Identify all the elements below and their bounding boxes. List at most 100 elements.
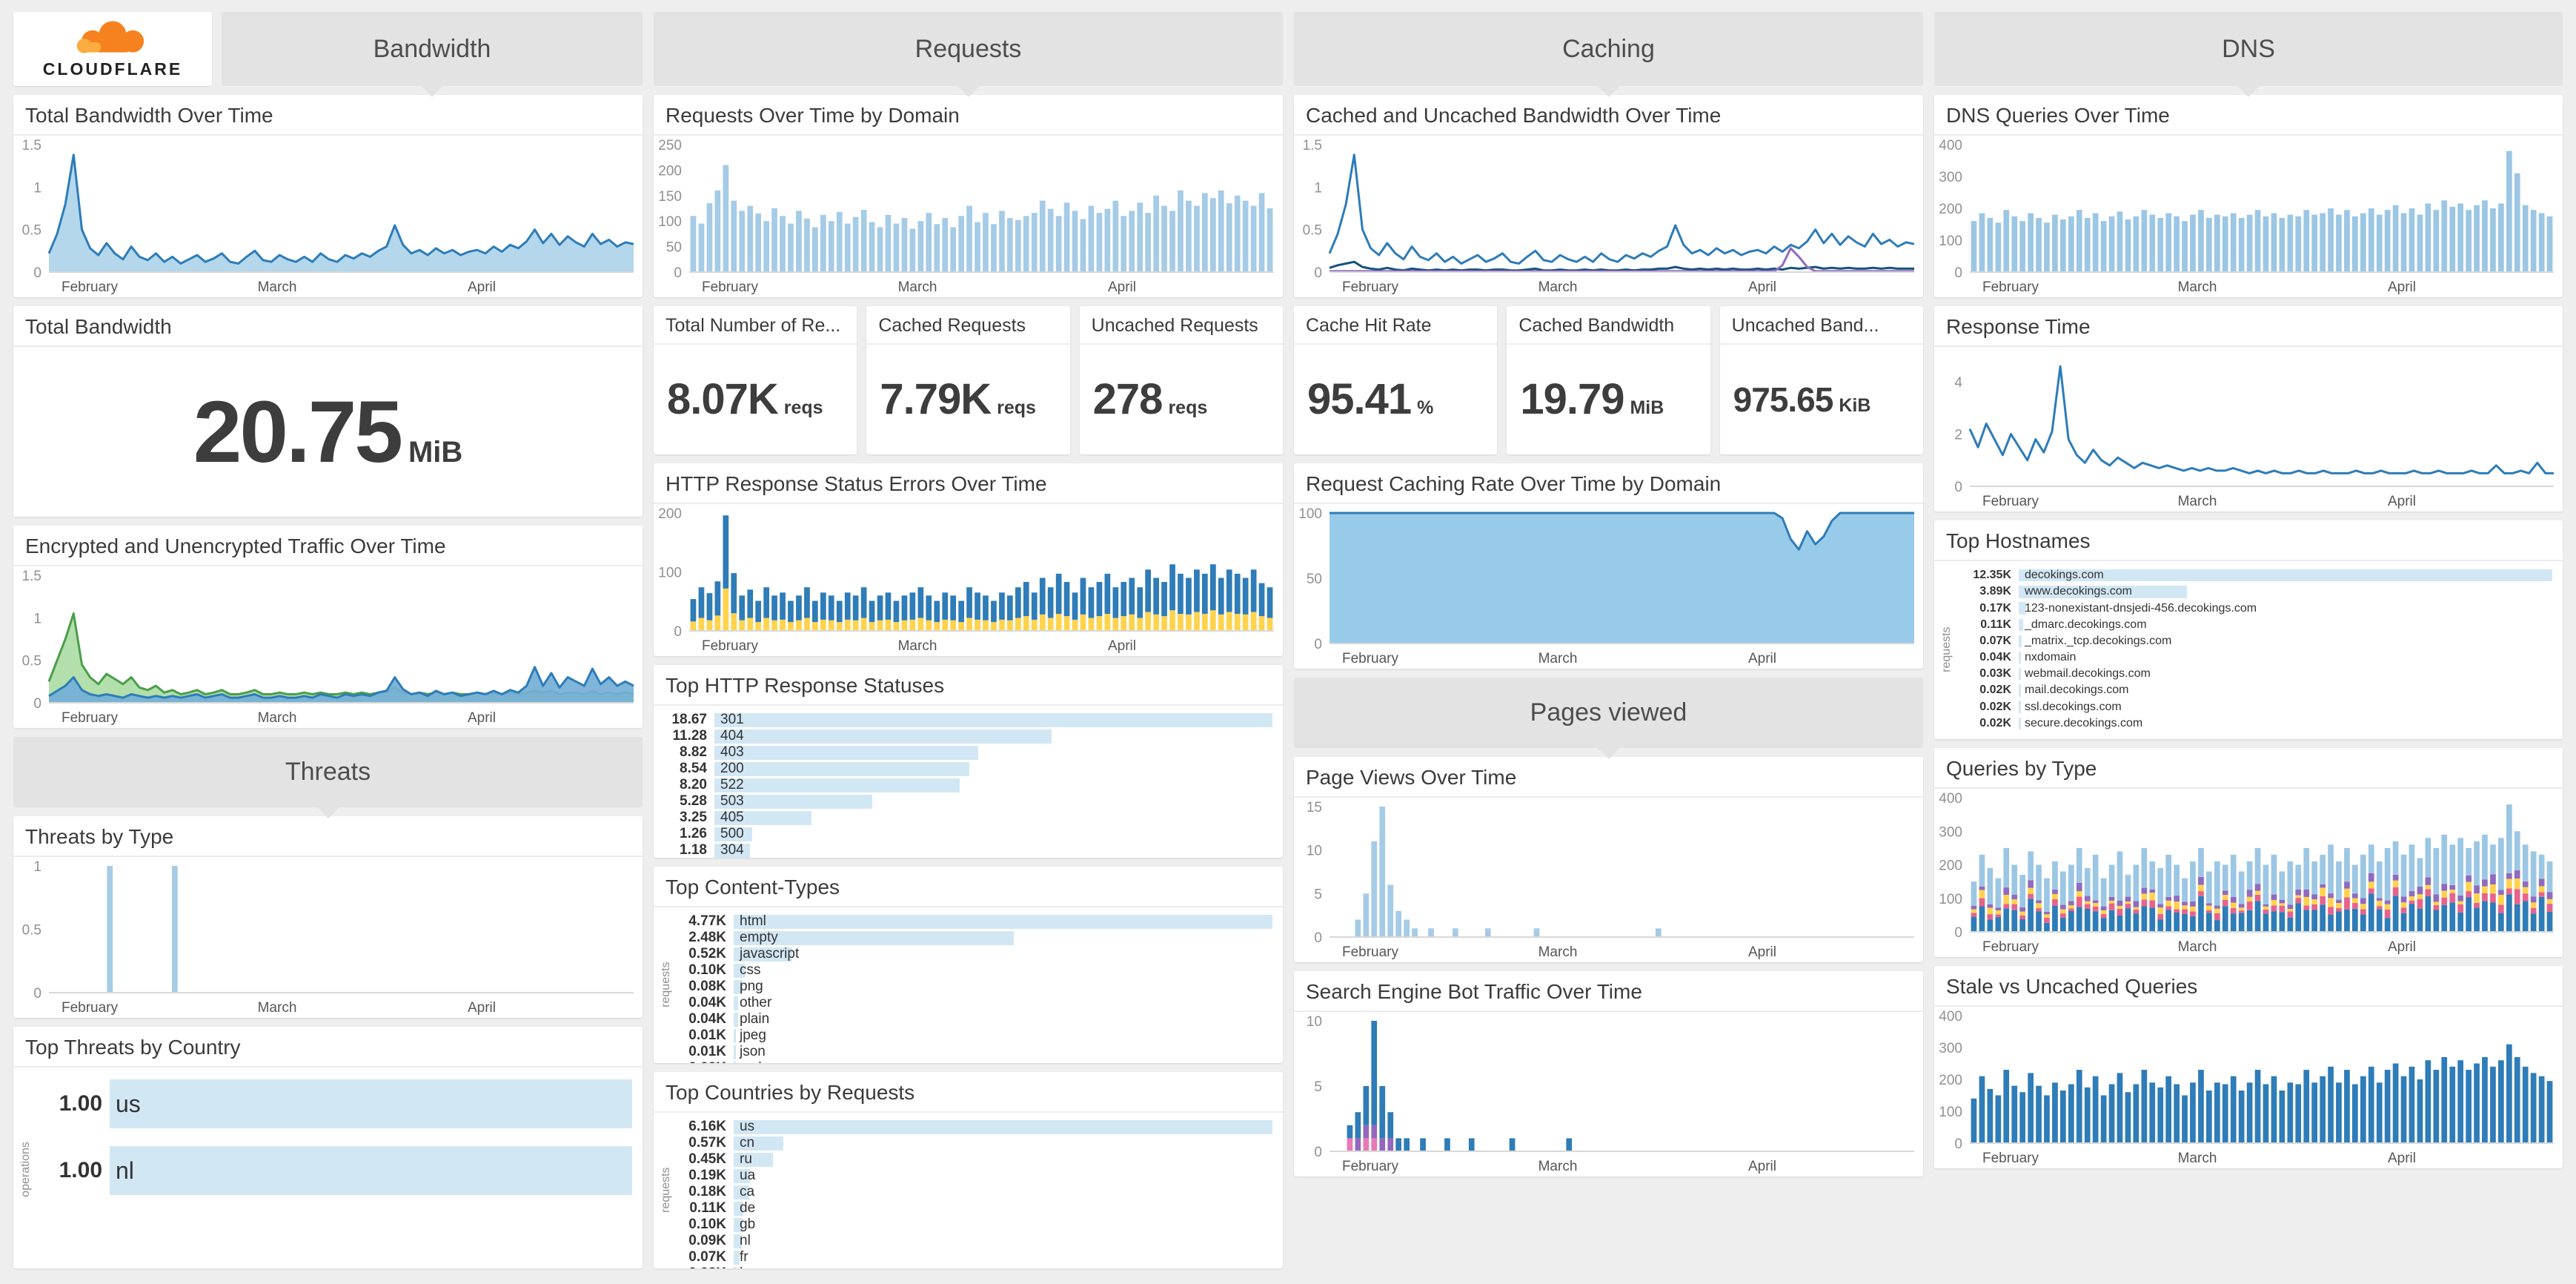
svg-text:1.5: 1.5 <box>22 569 42 584</box>
svg-text:300: 300 <box>1939 824 1962 840</box>
row-value: 0.19K <box>688 1168 726 1184</box>
list-row: 0.03K webmail.decokings.com <box>1959 667 2552 681</box>
svg-text:200: 200 <box>658 506 682 522</box>
row-value: 6.16K <box>688 1119 726 1135</box>
encrypted-unencrypted-chart[interactable]: 0 0.5 1 1.5 February March April <box>13 566 643 728</box>
svg-text:100: 100 <box>1939 1105 1962 1120</box>
svg-text:April: April <box>2388 279 2416 295</box>
row-label: nxdomain <box>2025 651 2077 664</box>
row-bar <box>2019 602 2026 615</box>
row-label: us <box>740 1119 755 1135</box>
row-bar <box>734 1012 739 1027</box>
top-content-types-list[interactable]: requests 4.77K html 2.48K empty 0.52K javascri… <box>654 907 1283 1063</box>
svg-text:April: April <box>1108 638 1136 654</box>
top-statuses-list[interactable]: 18.67 301 11.28 404 8.82 403 8.54 200 8.20 522 5.2… <box>654 706 1283 858</box>
svg-text:April: April <box>468 1000 496 1016</box>
queries-by-type-chart[interactable]: 0 100 200 300 400 February March April <box>1934 789 2563 957</box>
search-bot-traffic-chart[interactable]: 0 5 10 February March April <box>1294 1012 1923 1177</box>
panel-cached-bandwidth: Cached Bandwidth 19.79 MiB <box>1507 306 1710 454</box>
page-views-chart[interactable]: 0 5 10 15 February March April <box>1294 798 1923 962</box>
svg-text:400: 400 <box>1939 1009 1962 1025</box>
threats-by-type-chart[interactable]: 0 0.5 1 February March April <box>13 857 643 1018</box>
cached-uncached-bandwidth-chart[interactable]: 0 0.5 1 1.5 February March April <box>1294 136 1923 297</box>
row-value: 5.28 <box>680 793 707 810</box>
svg-text:0: 0 <box>33 696 42 712</box>
cloudflare-cloud-icon <box>76 20 145 53</box>
row-bar <box>734 1217 743 1232</box>
section-header-caching: Caching <box>1294 12 1923 97</box>
row-label: ssl.decokings.com <box>2025 700 2122 713</box>
row-label: 503 <box>720 793 744 810</box>
svg-text:1.5: 1.5 <box>1303 138 1322 153</box>
row-label: de <box>740 1200 756 1217</box>
svg-text:15: 15 <box>1307 800 1322 815</box>
stat-unit: % <box>1417 397 1434 419</box>
top-hostnames-list[interactable]: requests 12.35K decokings.com 3.89K www.deco… <box>1934 561 2563 739</box>
list-row: 0.17K 123-nonexistant-dnsjedi-456.decokin… <box>1959 601 2552 615</box>
top-threats-by-country-list[interactable]: operations 1.00 us 1.00 nl <box>13 1068 643 1268</box>
request-caching-rate-chart[interactable]: 0 50 100 February March April <box>1294 504 1923 669</box>
panel-title: Total Bandwidth Over Time <box>13 95 643 136</box>
panel-queries-by-type: Queries by Type 0 100 200 300 400 February Mar… <box>1934 748 2563 957</box>
row-value: 0.01K <box>688 1044 726 1060</box>
panel-title: Cache Hit Rate <box>1294 306 1498 345</box>
panel-encrypted-unencrypted: Encrypted and Unencrypted Traffic Over T… <box>13 526 643 728</box>
panel-top-statuses: Top HTTP Response Statuses 18.67 301 11.28… <box>654 665 1283 858</box>
row-value: 1.00 <box>59 1091 102 1116</box>
stale-uncached-queries-chart[interactable]: 0 100 200 300 400 February March April <box>1934 1007 2563 1168</box>
svg-text:100: 100 <box>658 566 682 581</box>
section-title: Bandwidth <box>373 34 491 63</box>
list-row: 1.00 nl <box>39 1145 632 1197</box>
list-row: 0.08K png <box>679 979 1272 995</box>
row-bar <box>714 745 978 760</box>
response-time-chart[interactable]: 0 2 4 February March April <box>1934 347 2563 512</box>
list-row: 8.82 403 <box>660 744 1272 761</box>
stat-unit: KiB <box>1839 394 1871 416</box>
row-bar <box>734 1136 784 1151</box>
panel-title: Top Threats by Country <box>13 1027 643 1068</box>
row-value: 8.82 <box>680 744 707 761</box>
row-value: 3.25 <box>680 810 707 826</box>
axis-label: operations <box>19 1142 32 1197</box>
panel-response-time: Response Time 0 2 4 February March April <box>1934 306 2563 512</box>
cache-hit-rate-value: 95.41% <box>1294 345 1497 454</box>
stat-value: 19.79 <box>1520 375 1624 424</box>
svg-text:100: 100 <box>658 214 682 230</box>
list-row: 0.18K ca <box>679 1184 1272 1200</box>
row-label: kr <box>734 1265 751 1268</box>
dns-queries-chart[interactable]: 0 100 200 300 400 February March April <box>1934 136 2563 297</box>
svg-text:February: February <box>62 279 119 295</box>
list-row: 1.00 us <box>39 1078 632 1130</box>
row-value: 0.57K <box>688 1135 726 1151</box>
stat-unit: reqs <box>1168 397 1208 419</box>
row-label: jpeg <box>740 1027 766 1044</box>
list-row: 0.02K mail.decokings.com <box>1959 684 2552 698</box>
http-errors-chart[interactable]: 0 100 200 February March April <box>654 504 1283 656</box>
panel-requests-over-time: Requests Over Time by Domain 0 50 100 150 20… <box>654 95 1283 297</box>
requests-over-time-chart[interactable]: 0 50 100 150 200 250 February March April <box>654 136 1283 297</box>
svg-text:200: 200 <box>658 164 682 179</box>
panel-title: HTTP Response Status Errors Over Time <box>654 463 1283 505</box>
svg-text:April: April <box>468 279 496 295</box>
row-label: ru <box>740 1151 752 1168</box>
row-label: 405 <box>720 810 744 826</box>
svg-text:10: 10 <box>1307 844 1322 859</box>
list-row: 0.04K other <box>679 995 1272 1011</box>
svg-text:0: 0 <box>1314 1145 1322 1160</box>
list-row: 1.18 304 <box>660 842 1272 858</box>
panel-title: Queries by Type <box>1934 748 2563 790</box>
svg-text:March: March <box>1538 1159 1578 1174</box>
panel-page-views: Page Views Over Time 0 5 10 15 February March… <box>1294 757 1923 962</box>
list-row: 8.54 200 <box>660 761 1272 777</box>
panel-top-threats-by-country: Top Threats by Country operations 1.00 us 1… <box>13 1027 643 1268</box>
cloudflare-logo[interactable]: CLOUDFLARE <box>13 12 212 86</box>
row-label: json <box>740 1044 766 1060</box>
panel-title: Request Caching Rate Over Time by Domain <box>1294 463 1923 505</box>
stat-value: 95.41 <box>1307 375 1412 424</box>
row-label: png <box>740 979 763 995</box>
svg-text:1: 1 <box>33 859 42 875</box>
top-countries-list[interactable]: requests 6.16K us 0.57K cn 0.45K ru 0.19K ua 0.18… <box>654 1113 1283 1268</box>
svg-text:February: February <box>702 279 759 295</box>
total-bandwidth-over-time-chart[interactable]: 0 0.5 1 1.5 February March April <box>13 136 643 297</box>
panel-cache-hit-rate: Cache Hit Rate 95.41% <box>1294 306 1498 454</box>
